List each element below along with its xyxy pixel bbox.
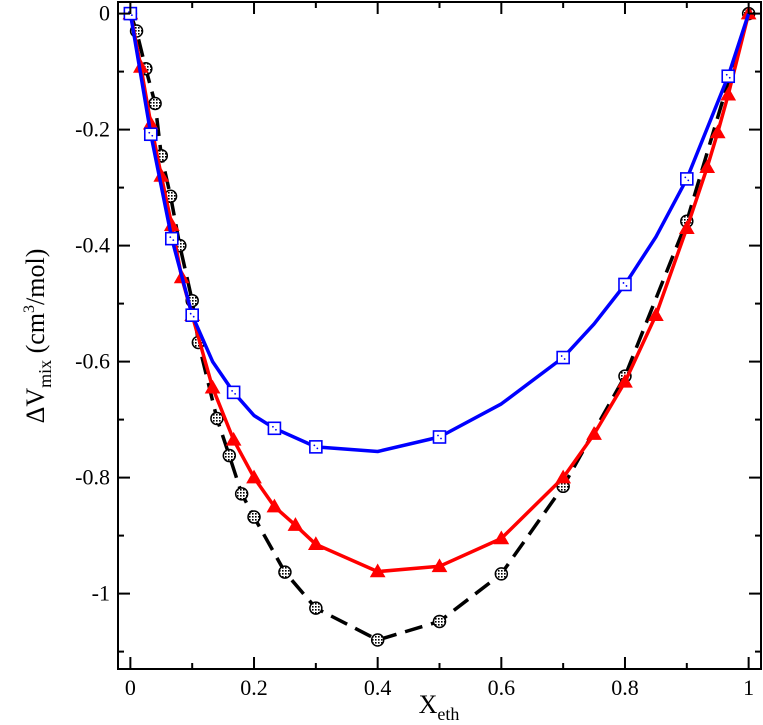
data-point-dot <box>622 282 625 284</box>
data-point-dot <box>316 447 319 450</box>
data-point-dot <box>148 131 151 134</box>
data-point <box>369 563 386 578</box>
data-point-dot <box>728 76 731 79</box>
data-point <box>699 159 716 174</box>
data-point <box>204 379 221 394</box>
data-point-dot <box>275 428 277 431</box>
data-point <box>309 601 323 615</box>
data-point <box>246 469 262 484</box>
data-point <box>225 431 242 446</box>
data-point-dot <box>625 285 628 287</box>
data-point <box>431 558 448 573</box>
data-point <box>678 220 695 234</box>
x-tick-label: 0 <box>125 675 136 700</box>
y-tick-label: -1 <box>92 581 110 606</box>
data-point-dot <box>313 444 316 447</box>
data-point <box>648 307 664 321</box>
data-point <box>555 469 572 484</box>
y-tick-label: -0.8 <box>75 465 110 490</box>
data-point-dot <box>130 14 133 16</box>
data-point-dot <box>440 437 442 440</box>
data-point-dot <box>560 355 563 357</box>
data-point <box>586 426 602 440</box>
data-point-dot <box>172 239 175 242</box>
data-point <box>680 172 694 186</box>
data-point <box>210 411 224 426</box>
x-tick-label: 0.8 <box>611 675 639 700</box>
y-tick-label: -0.6 <box>75 349 110 374</box>
data-point-dot <box>127 11 130 14</box>
data-point <box>432 614 447 629</box>
data-point <box>266 498 283 513</box>
data-point <box>556 350 570 365</box>
data-point <box>143 127 158 142</box>
y-tick-label: 0 <box>99 1 110 26</box>
data-point <box>309 440 323 454</box>
data-point-dot <box>684 176 687 179</box>
data-point-dot <box>151 134 154 137</box>
x-tick-label: 1 <box>743 675 754 700</box>
data-point <box>278 565 292 579</box>
data-point <box>432 430 447 444</box>
data-point-dot <box>437 434 439 437</box>
data-point <box>721 69 736 84</box>
x-tick-label: 0.2 <box>240 675 268 700</box>
data-point <box>222 448 237 463</box>
data-point <box>720 86 737 101</box>
data-point <box>287 517 304 531</box>
data-point-dot <box>234 392 237 395</box>
data-point <box>370 633 385 647</box>
data-point-dot <box>189 312 192 315</box>
data-point <box>494 567 509 581</box>
data-point <box>247 510 261 524</box>
y-tick-label: -0.2 <box>75 117 110 142</box>
data-point <box>164 231 179 246</box>
data-point <box>226 385 241 400</box>
data-point-dot <box>192 315 195 318</box>
data-point <box>185 308 199 323</box>
data-point <box>234 487 249 501</box>
y-tick-label: -0.4 <box>75 233 110 258</box>
x-axis-label: Xeth <box>419 690 460 724</box>
x-tick-label: 0.6 <box>488 675 516 700</box>
data-point <box>617 373 633 388</box>
data-point <box>618 277 632 292</box>
data-point-dot <box>272 425 274 428</box>
series-line <box>128 13 751 642</box>
x-tick-label: 0.4 <box>364 675 392 700</box>
data-point-dot <box>687 179 690 182</box>
data-point <box>307 536 324 551</box>
x-axis: 0 0.2 0.4 0.6 0.8 1 <box>125 2 754 700</box>
data-point <box>493 530 510 545</box>
y-axis-label: ΔVmix (cm3/mol) <box>21 249 55 424</box>
data-point <box>709 124 726 139</box>
data-point-dot <box>169 236 172 239</box>
y-axis: 0 -0.2 -0.4 -0.6 -0.8 -1 <box>75 1 761 653</box>
data-point-dot <box>563 358 566 360</box>
data-point-dot <box>725 73 728 76</box>
data-point <box>148 96 162 111</box>
data-point-dot <box>231 389 234 392</box>
data-point <box>267 421 282 436</box>
